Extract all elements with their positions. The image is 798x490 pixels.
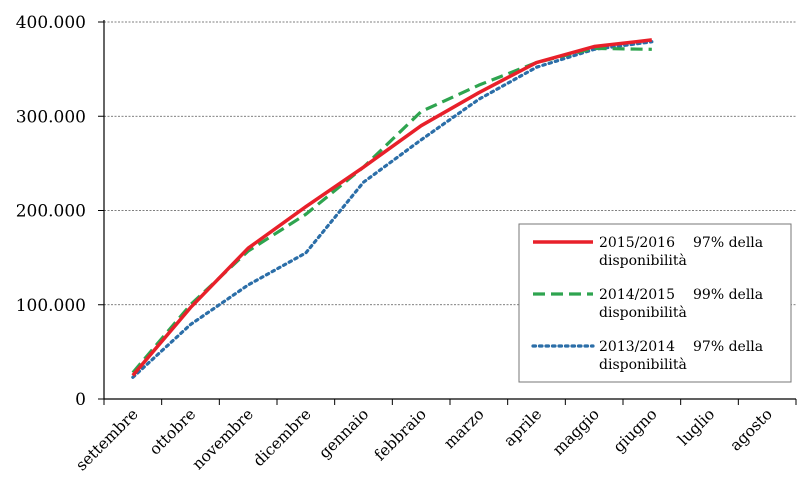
x-tick-label: gennaio [315,405,372,462]
legend-series-name: 2015/2016 [599,235,675,251]
legend-note-line2: disponibilità [599,304,687,321]
x-tick-label: marzo [440,405,487,452]
legend-series-name: 2013/2014 [599,339,675,355]
legend-note: 97% della [693,339,763,355]
series-lines [131,38,654,379]
y-tick-label: 300.000 [16,107,86,127]
x-tick-label: maggio [549,405,603,459]
x-tick-label: dicembre [250,405,315,470]
legend-note: 97% della [693,235,763,251]
legend: 2015/2016 97% delladisponibilità2014/2015… [518,223,792,383]
x-tick-label: luglio [674,405,718,449]
x-tick-label: giugno [610,405,661,456]
series-line-2013-2014 [131,40,654,379]
x-tick-label: novembre [189,405,257,473]
legend-note: 99% della [693,287,763,303]
y-tick-label: 400.000 [16,13,86,33]
legend-series-name: 2014/2015 [599,287,675,303]
y-axis-ticks: 0 100.000 200.000 300.000 400.000 [16,13,104,410]
y-tick-label: 200.000 [16,202,86,222]
x-tick-label: febbraio [371,405,430,464]
series-line-2015-2016 [131,38,653,377]
y-tick-label: 0 [75,390,86,410]
x-tick-label: ottobre [146,405,199,458]
x-tick-label: agosto [726,405,776,455]
legend-box [518,223,792,383]
y-tick-label: 100.000 [16,296,86,316]
x-tick-label: settembre [72,405,141,474]
x-tick-label: aprile [500,405,545,450]
legend-note-line2: disponibilità [599,252,687,269]
legend-note-line2: disponibilità [599,356,687,373]
